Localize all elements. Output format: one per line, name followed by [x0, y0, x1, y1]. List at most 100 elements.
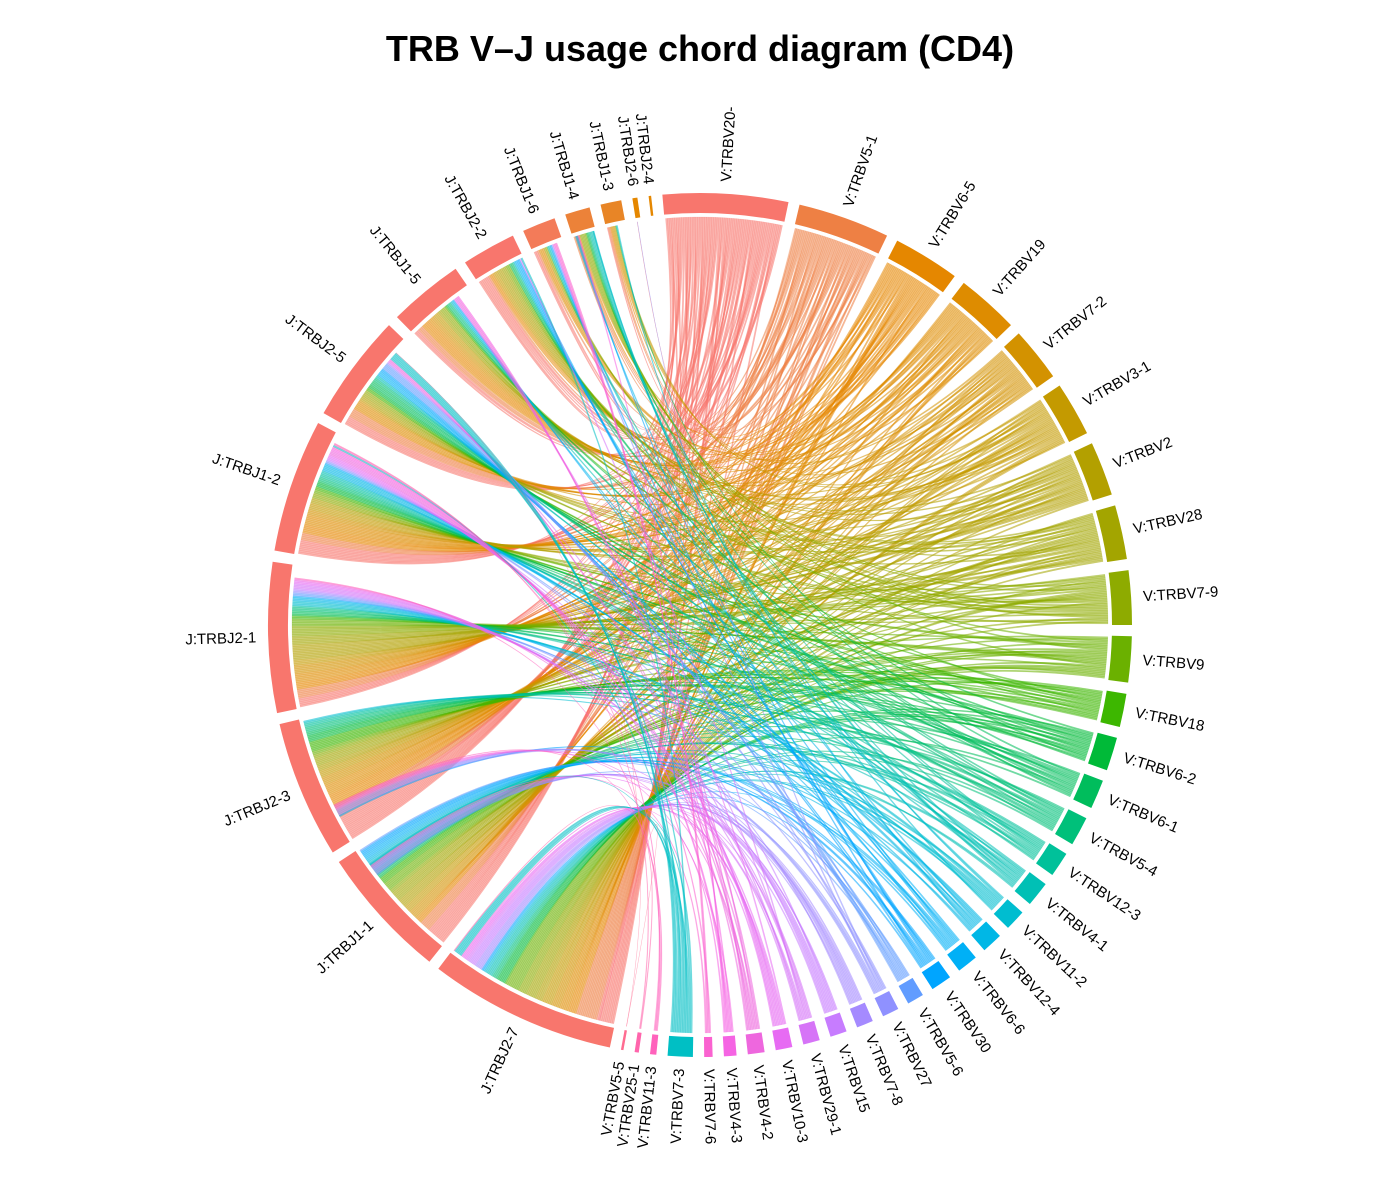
sector-V12-4: [971, 921, 1000, 951]
ribbon-456: [322, 467, 981, 923]
ribbon-233: [495, 270, 1061, 502]
ribbon-305: [580, 234, 1107, 592]
ribbon-163: [326, 317, 971, 793]
ribbon-153: [428, 306, 958, 470]
ribbon-357: [291, 617, 1102, 703]
ribbon-199: [294, 372, 1022, 671]
sectors: [268, 192, 1132, 1057]
ribbon-101: [296, 247, 857, 692]
ribbon-569: [455, 806, 681, 1033]
ribbon-486: [481, 796, 923, 971]
ribbon-369: [445, 304, 1094, 735]
ribbon-299: [312, 495, 1106, 591]
sector-label-J1-4: J:TRBJ1-4: [546, 129, 582, 202]
ribbon-249: [310, 468, 1078, 557]
ribbon-484: [549, 244, 925, 967]
ribbon-189: [307, 359, 1012, 547]
ribbon-462: [575, 235, 974, 930]
ribbon-95: [351, 243, 847, 489]
ribbon-521: [293, 587, 828, 1014]
ribbon-334: [584, 232, 1108, 651]
ribbon-173: [541, 247, 984, 461]
ribbon-466: [292, 595, 959, 943]
ribbon-198: [432, 315, 1021, 487]
ribbon-277: [531, 526, 1097, 998]
ribbon-246: [498, 269, 1076, 516]
ribbon-323: [389, 616, 1109, 892]
ribbon-551: [457, 295, 733, 1033]
ribbon-358: [444, 305, 1101, 705]
ribbon-406: [448, 302, 1062, 817]
ribbon-443: [548, 245, 1005, 899]
ribbon-499: [386, 362, 883, 992]
sector-label-J1-3: J:TRBJ1-3: [585, 119, 616, 192]
sector-label-V7-2: V:TRBV7-2: [1041, 293, 1110, 353]
ribbon-400: [510, 262, 1072, 796]
ribbon-247: [293, 465, 1077, 659]
ribbon-191: [431, 316, 1014, 484]
ribbon-63: [339, 224, 780, 820]
ribbon-380: [369, 384, 1089, 752]
ribbon-342: [291, 618, 1107, 665]
ribbon-202: [293, 376, 1026, 670]
ribbon-561: [459, 807, 693, 1034]
ribbon-379: [308, 684, 1090, 751]
sector-V7-9: [1108, 570, 1132, 625]
ribbon-239: [310, 441, 1066, 553]
ribbon-434: [488, 770, 1023, 976]
sector-J2-7: [438, 952, 615, 1048]
ribbon-298: [291, 574, 1106, 637]
ribbon-351: [382, 677, 1103, 884]
sector-V15: [824, 1012, 847, 1037]
ribbon-214: [320, 403, 1045, 778]
ribbon-253: [311, 474, 1081, 558]
sector-J2-2: [464, 235, 522, 280]
ribbon-310: [312, 594, 1108, 757]
ribbon-267: [316, 497, 1089, 769]
ribbon-254: [499, 268, 1081, 522]
ribbon-326: [313, 492, 1109, 625]
ribbon-453: [616, 225, 994, 911]
sector-V9: [1108, 635, 1132, 683]
sector-V7-3: [667, 1035, 694, 1057]
ribbon-255: [292, 477, 1082, 656]
ribbon-366: [291, 615, 1099, 718]
sector-V7-8: [849, 1002, 873, 1028]
ribbon-553: [331, 447, 730, 1033]
ribbon-567: [456, 806, 684, 1033]
ribbon-180: [415, 338, 993, 920]
sector-J1-6: [523, 218, 562, 250]
ribbon-322: [583, 233, 1109, 618]
ribbon-43: [346, 218, 745, 490]
ribbon-461: [323, 464, 975, 929]
ribbon-399: [372, 380, 1073, 795]
ribbon-387: [377, 717, 1081, 878]
ribbon-320: [291, 611, 1109, 630]
ribbon-475: [363, 759, 948, 952]
ribbon-98: [297, 245, 852, 694]
sector-label-V5-1: V:TRBV5-1: [840, 133, 881, 210]
sector-label-V5-4: V:TRBV5-4: [1086, 830, 1160, 881]
sector-label-V28: V:TRBV28: [1132, 506, 1204, 538]
ribbon-61: [340, 223, 776, 821]
ribbon-543: [454, 297, 758, 1030]
ribbon-56: [348, 221, 768, 489]
ribbon-273: [502, 266, 1095, 545]
ribbon-225: [405, 419, 1054, 910]
ribbon-119: [302, 266, 897, 552]
ribbon-403: [305, 692, 1064, 812]
sector-label-J2-5: J:TRBJ2-5: [282, 311, 349, 367]
ribbon-386: [317, 481, 1086, 762]
ribbon-578: [334, 442, 649, 1029]
ribbon-241: [496, 269, 1073, 512]
ribbon-210: [321, 387, 1034, 780]
ribbon-559: [555, 242, 709, 1034]
ribbon-263: [311, 490, 1087, 561]
ribbon-525: [293, 584, 810, 1019]
ribbon-540: [462, 806, 775, 1027]
ribbon-39: [433, 218, 737, 936]
ribbon-45: [341, 219, 748, 823]
ribbon-361: [315, 485, 1100, 710]
sector-J1-4: [565, 207, 595, 234]
